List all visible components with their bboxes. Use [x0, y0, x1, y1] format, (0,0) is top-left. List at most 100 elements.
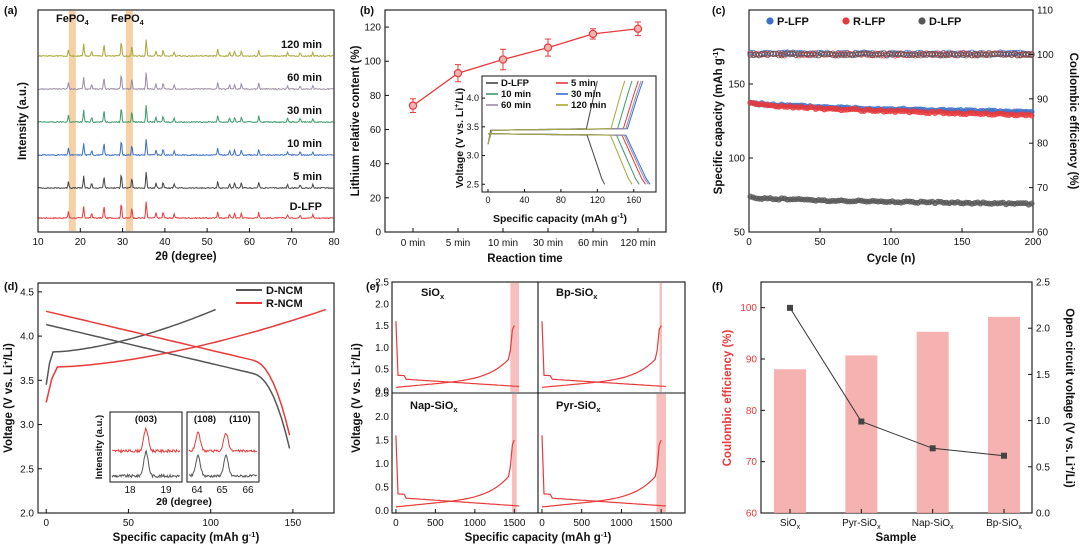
panel-d-label: (d) [4, 281, 18, 293]
a-xtick-label-4: 50 [202, 237, 214, 248]
c-ce-point-2-179 [1000, 51, 1007, 58]
c-ce-point-2-145 [951, 51, 958, 58]
d-ytick-label-0: 2.0 [20, 509, 34, 520]
c-y2tick-label-4: 100 [1037, 50, 1054, 61]
d-ytick-label-4: 4.0 [20, 332, 34, 343]
e-ytick-top-2: 1.0 [375, 343, 389, 354]
c-ce-point-2-65 [838, 51, 845, 58]
panel-f-ylabel2: Open circuit voltage (V vs. Li+/Li) [1063, 308, 1077, 488]
c-y2tick-label-0: 60 [1037, 228, 1049, 239]
f-ytick-label-2: 80 [746, 406, 758, 417]
c-ce-point-2-89 [872, 52, 879, 59]
e-ytick-bot-5: 2.5 [375, 389, 389, 400]
b-line [412, 28, 639, 107]
d-inset-tick-65: 65 [216, 485, 228, 496]
c-ce-point-2-119 [915, 51, 921, 58]
peak-108: (108) [194, 414, 216, 425]
f-ocv-point-3 [1001, 452, 1007, 459]
b-inset-legend-label-0: D-LFP [501, 78, 530, 89]
f-xtick-label-2: Nap-SiOx [912, 518, 954, 531]
panel-a-xlabel: 2θ (degree) [155, 251, 216, 263]
f-ocv-point-0 [787, 304, 793, 311]
f-ytick-label-3: 90 [746, 355, 758, 366]
e-xtick-right-2: 1000 [610, 518, 633, 529]
c-y2tick-label-1: 70 [1037, 183, 1049, 194]
c-legend-marker-0 [766, 17, 774, 25]
b-point-0 [408, 101, 418, 110]
e-discharge-0 [395, 321, 520, 388]
d-xtick-label-2: 100 [202, 518, 219, 529]
c-ce-point-2-25 [781, 51, 788, 58]
e-band-1 [659, 283, 662, 392]
c-ce-point-2-19 [773, 50, 779, 57]
c-legend-marker-2 [918, 17, 926, 25]
a-xtick-label-5: 60 [244, 237, 256, 248]
a-xtick-label-3: 40 [159, 237, 171, 248]
b-ytick-label-0: 0 [375, 228, 381, 239]
f-ytick-label-1: 70 [746, 457, 758, 468]
c-ce-point-2-185 [1008, 51, 1015, 58]
f-bar-0 [774, 369, 806, 513]
b-inset-legend-label-1: 5 min [571, 78, 596, 89]
panel-a-ylabel: Intensity (a.u.) [17, 82, 29, 160]
c-ce-point-1-103 [892, 52, 899, 59]
panel-b-frame [384, 9, 667, 233]
c-ce-point-2-47 [812, 52, 819, 59]
d-inset-tick-64: 64 [191, 485, 203, 496]
f-ocv-point-2 [929, 445, 936, 452]
c-ce-point-2-63 [835, 52, 842, 59]
f-y2tick-label-2: 1.0 [1036, 416, 1050, 427]
panel-f-label: (f) [712, 281, 723, 293]
c-ce-point-2-117 [912, 51, 919, 57]
c-ce-point-2-189 [1014, 52, 1021, 59]
d-inset-tick-66: 66 [242, 485, 254, 496]
a-trace-d-lfp [38, 201, 334, 220]
c-ce-point-2-193 [1020, 51, 1027, 57]
e-xtick-right-1: 500 [573, 518, 590, 529]
a-xtick-label-6: 70 [286, 237, 298, 248]
e-discharge-3 [541, 435, 666, 507]
f-y2tick-label-0: 0.0 [1036, 509, 1050, 520]
panel-a-frame [37, 9, 335, 233]
d-xtick-label-0: 0 [43, 518, 49, 529]
e-ytick-top-4: 2.0 [375, 299, 389, 310]
c-ce-point-2-51 [818, 50, 825, 57]
c-ce-point-2-191 [1017, 52, 1024, 59]
c-ce-point-2-133 [934, 52, 941, 58]
b-inset-xtick-label-2: 80 [556, 195, 566, 205]
b-inset-xtick-label-0: 0 [485, 195, 490, 205]
c-ce-point-2-111 [903, 51, 910, 58]
c-ce-point-2-5 [753, 51, 760, 58]
c-ytick-label-0: 50 [734, 228, 746, 239]
d-xtick-label-3: 150 [285, 518, 302, 529]
f-xtick-label-0: SiOx [780, 518, 801, 531]
c-ce-point-2-139 [943, 52, 950, 59]
panel-e-xlabel: Specific capacity (mAh g-1) [465, 530, 612, 544]
panel-c-ylabel2: Coulombic efficiency (%) [1067, 53, 1079, 190]
f-y2tick-label-4: 2.0 [1036, 324, 1050, 335]
c-legend-label-1: R-LFP [853, 16, 885, 28]
f-xtick-label-3: Bp-SiOx [986, 518, 1022, 531]
a-xtick-label-7: 80 [328, 237, 340, 248]
e-xtick-right-0: 0 [539, 518, 545, 529]
c-ce-point-2-37 [798, 51, 805, 58]
c-ytick-label-1: 100 [728, 154, 745, 165]
c-ce-point-2-125 [923, 52, 930, 58]
c-ce-point-2-147 [954, 52, 961, 59]
c-ce-point-2-177 [997, 51, 1004, 58]
f-ytick-label-4: 100 [740, 303, 757, 314]
e-title-nap: Nap-SiOx [410, 400, 458, 414]
b-xtick-label-4: 60 min [578, 238, 608, 249]
c-ce-point-2-85 [866, 50, 873, 57]
f-ocv-line [789, 307, 1005, 457]
e-ytick-bot-4: 2.0 [375, 412, 389, 423]
d-xtick-label-1: 50 [123, 518, 135, 529]
b-point-3 [543, 43, 553, 52]
e-xtick-left-3: 1500 [503, 518, 526, 529]
d-discharge-r-ncm [46, 310, 291, 436]
c-ce-point-1-21 [775, 50, 782, 57]
c-ce-point-2-167 [983, 51, 990, 58]
c-ce-point-2-57 [826, 51, 833, 57]
panel-c-ylabel: Specific capacity (mAh g-1) [711, 48, 725, 195]
